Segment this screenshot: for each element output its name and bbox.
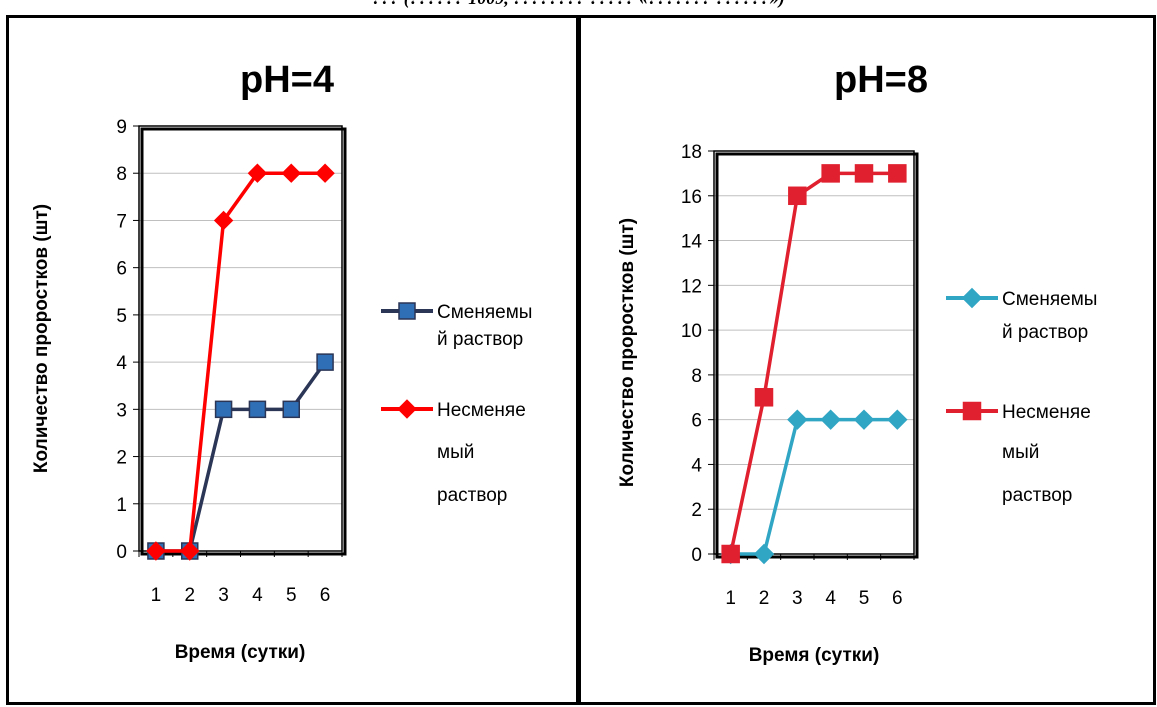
data-point <box>888 164 907 183</box>
legend-key-marker <box>398 302 416 320</box>
data-point <box>247 163 268 183</box>
y-tick-label: 18 <box>681 142 702 163</box>
plot-area <box>138 125 343 552</box>
chart-title: pH=4 <box>240 59 334 101</box>
chart-panel-ph4: pH=4 0 1 2 3 4 5 6 7 8 9 1 2 3 4 5 6 Время (сутки) Количес… <box>6 15 579 705</box>
x-tick-label: 6 <box>320 585 331 606</box>
y-tick-label: 8 <box>691 366 702 387</box>
legend-label: раствор <box>437 485 507 506</box>
x-tick-label: 2 <box>184 585 195 606</box>
y-tick-label: 5 <box>116 306 127 327</box>
y-tick-label: 0 <box>116 542 127 563</box>
data-point <box>282 400 300 419</box>
data-point <box>316 353 334 371</box>
plot-area-shadow <box>715 152 919 559</box>
series-line <box>728 171 898 555</box>
chart-title: pH=8 <box>834 59 928 101</box>
legend-label: Сменяемы <box>1002 289 1097 310</box>
x-tick-label: 3 <box>218 585 229 606</box>
data-point <box>821 164 840 183</box>
x-tick-label: 4 <box>252 585 263 606</box>
y-tick-label: 14 <box>681 232 703 253</box>
data-point <box>853 409 875 430</box>
x-tick-label: 2 <box>759 588 770 609</box>
x-tick-label: 1 <box>151 585 162 606</box>
chart-ph4: pH=4 0 1 2 3 4 5 6 7 8 9 1 2 3 4 5 6 Время (сутки) Количес… <box>31 59 532 663</box>
legend-label: раствор <box>1002 485 1072 506</box>
y-tick-label: 0 <box>691 545 702 566</box>
data-point <box>753 543 775 565</box>
x-axis-label: Время (сутки) <box>749 645 880 666</box>
legend-label: Несменяе <box>1002 402 1091 423</box>
y-tick-label: 6 <box>116 259 127 280</box>
x-axis-label: Время (сутки) <box>175 642 306 663</box>
data-point <box>213 210 234 231</box>
x-tick-label: 5 <box>286 585 297 606</box>
y-tick-label: 8 <box>116 164 127 185</box>
data-point <box>248 400 267 419</box>
data-point <box>788 186 807 206</box>
legend-key-marker <box>397 399 417 419</box>
y-tick-label: 6 <box>691 411 702 432</box>
data-point <box>214 400 233 419</box>
y-tick-label: 4 <box>691 455 702 476</box>
data-point <box>721 544 740 564</box>
legend-label: мый <box>437 442 474 463</box>
y-tick-label: 16 <box>681 187 702 208</box>
data-point <box>315 163 335 183</box>
legend-label: Сменяемы <box>437 302 532 323</box>
y-tick-label: 2 <box>691 500 702 521</box>
x-tick-label: 1 <box>725 588 736 609</box>
legend-label: й раствор <box>437 329 523 350</box>
data-point <box>820 409 841 430</box>
data-point <box>787 409 808 430</box>
x-tick-label: 5 <box>859 588 870 609</box>
x-tick-label: 4 <box>825 588 836 609</box>
legend-label: й раствор <box>1002 322 1088 343</box>
data-point <box>180 541 200 561</box>
y-tick-label: 3 <box>116 400 127 421</box>
y-tick-label: 10 <box>681 321 702 342</box>
y-axis-label: Количество проростков (шт) <box>617 218 638 487</box>
data-point <box>887 409 908 430</box>
data-point <box>281 163 301 183</box>
y-tick-label: 7 <box>116 211 127 232</box>
x-tick-label: 6 <box>892 588 903 609</box>
y-tick-label: 12 <box>681 276 702 297</box>
figure-caption: ??? (?????? 1009, ???????? ????? «??????… <box>0 0 1157 9</box>
y-tick-label: 2 <box>116 448 127 469</box>
y-tick-label: 1 <box>116 495 127 516</box>
legend-label: Несменяе <box>437 400 526 421</box>
y-tick-label: 4 <box>116 353 127 374</box>
y-tick-label: 9 <box>116 117 127 138</box>
data-point <box>854 164 874 183</box>
legend-label: мый <box>1002 442 1039 463</box>
y-axis-label: Количество проростков (шт) <box>31 204 52 473</box>
plot-area-shadow <box>140 127 347 556</box>
x-tick-label: 3 <box>792 588 803 609</box>
chart-panel-ph8: pH=8 0 2 4 6 8 10 12 14 16 18 1 2 3 4 5 6 Время (сутки) Ко… <box>578 15 1156 705</box>
legend-key-marker <box>961 287 983 309</box>
data-point <box>146 541 166 561</box>
legend-key-marker <box>962 401 982 421</box>
data-point <box>754 388 774 407</box>
